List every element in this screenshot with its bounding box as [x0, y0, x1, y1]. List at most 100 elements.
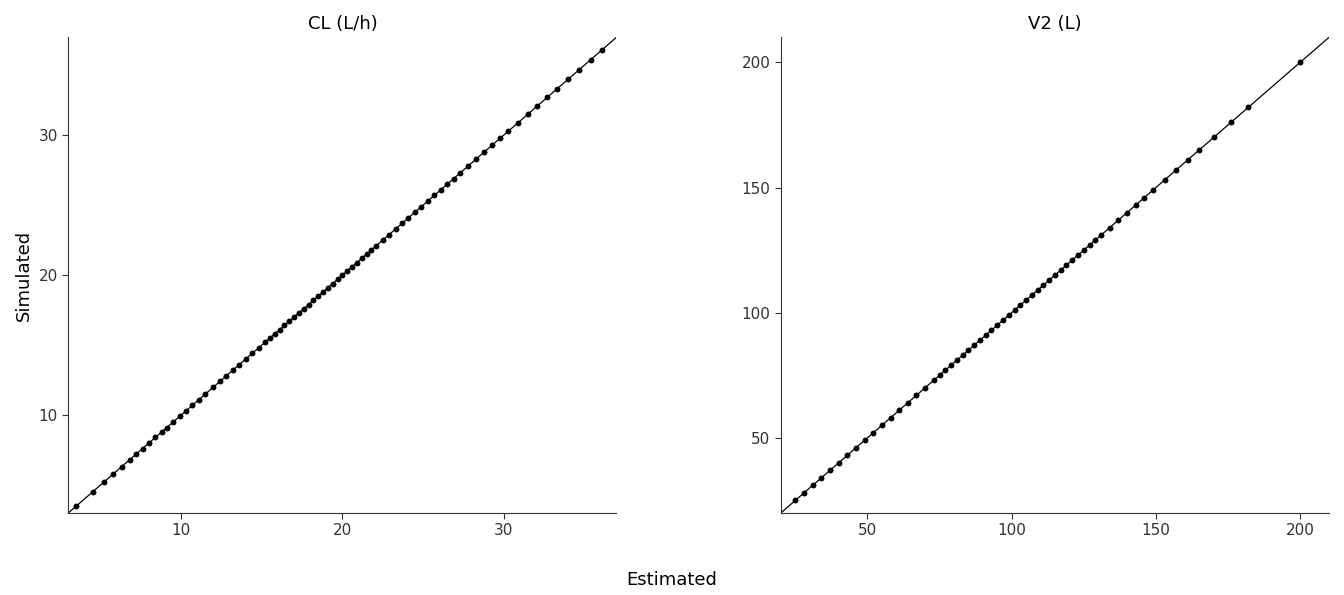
- Point: [802, 481, 824, 490]
- Point: [203, 382, 224, 392]
- Point: [138, 439, 160, 448]
- Point: [360, 245, 382, 255]
- Point: [1079, 240, 1101, 250]
- Title: V2 (L): V2 (L): [1028, 15, 1082, 33]
- Point: [411, 202, 433, 211]
- Point: [1009, 300, 1031, 310]
- Point: [1027, 286, 1048, 295]
- Point: [398, 213, 419, 223]
- Point: [430, 185, 452, 195]
- Point: [941, 361, 962, 370]
- Point: [880, 413, 902, 422]
- Point: [888, 406, 910, 415]
- Point: [356, 249, 378, 259]
- Point: [181, 400, 203, 410]
- Point: [793, 488, 814, 497]
- Point: [247, 343, 269, 353]
- Point: [327, 274, 348, 284]
- Y-axis label: Simulated: Simulated: [15, 230, 34, 321]
- Point: [228, 360, 250, 369]
- Point: [508, 118, 530, 127]
- Point: [366, 241, 387, 250]
- Point: [163, 417, 184, 427]
- Point: [999, 311, 1020, 320]
- Point: [293, 304, 314, 314]
- Point: [102, 469, 124, 478]
- Point: [992, 315, 1013, 325]
- Point: [473, 148, 495, 157]
- Point: [254, 337, 276, 347]
- Point: [853, 436, 875, 445]
- Point: [169, 412, 191, 421]
- Point: [347, 258, 368, 267]
- Point: [871, 421, 892, 430]
- Point: [914, 383, 935, 393]
- Point: [1125, 201, 1146, 210]
- Point: [259, 333, 281, 343]
- Point: [986, 321, 1008, 330]
- Point: [308, 292, 329, 301]
- Point: [1085, 236, 1106, 245]
- Point: [151, 427, 172, 437]
- Point: [278, 317, 300, 326]
- Point: [210, 377, 231, 386]
- Point: [457, 161, 478, 171]
- Point: [923, 375, 945, 385]
- Point: [1032, 280, 1054, 290]
- Point: [964, 340, 985, 350]
- Point: [1238, 103, 1259, 112]
- Point: [828, 458, 849, 468]
- Point: [235, 354, 257, 364]
- Point: [372, 236, 394, 245]
- Point: [952, 350, 973, 360]
- Point: [1142, 185, 1164, 195]
- Point: [145, 433, 167, 442]
- Point: [906, 390, 927, 400]
- Point: [269, 325, 290, 334]
- Point: [284, 312, 305, 322]
- Point: [423, 190, 445, 200]
- Point: [1062, 255, 1083, 265]
- Point: [579, 55, 601, 64]
- Point: [336, 266, 358, 275]
- Point: [82, 487, 103, 497]
- Point: [1015, 295, 1036, 305]
- Point: [810, 473, 832, 483]
- Point: [1044, 270, 1066, 280]
- Point: [444, 174, 465, 183]
- Title: CL (L/h): CL (L/h): [308, 15, 378, 33]
- Point: [820, 466, 841, 475]
- Point: [1220, 118, 1242, 127]
- Point: [1177, 155, 1199, 165]
- Point: [1067, 250, 1089, 260]
- Point: [312, 287, 333, 297]
- Point: [288, 308, 309, 318]
- Point: [298, 300, 320, 309]
- Point: [845, 443, 867, 453]
- Point: [1107, 215, 1129, 225]
- Point: [391, 218, 413, 228]
- Point: [546, 84, 567, 94]
- Point: [274, 321, 296, 330]
- Point: [1165, 165, 1187, 175]
- Point: [863, 428, 884, 437]
- Point: [896, 398, 918, 408]
- Point: [558, 74, 579, 84]
- Point: [317, 283, 339, 293]
- Text: Estimated: Estimated: [626, 571, 718, 589]
- Point: [1289, 58, 1310, 67]
- Point: [323, 279, 344, 289]
- Point: [195, 389, 216, 399]
- Point: [449, 168, 470, 178]
- Point: [1188, 145, 1210, 155]
- Point: [215, 371, 237, 381]
- Point: [263, 329, 285, 339]
- Point: [934, 365, 956, 375]
- Point: [384, 224, 406, 234]
- Point: [929, 371, 950, 380]
- Point: [417, 196, 438, 206]
- Point: [981, 325, 1003, 335]
- Point: [93, 477, 114, 487]
- Point: [110, 462, 132, 471]
- Point: [156, 423, 177, 433]
